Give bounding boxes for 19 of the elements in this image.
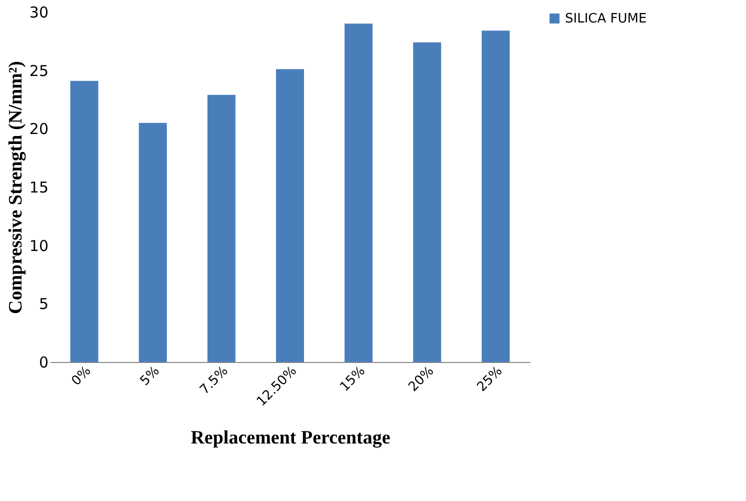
x-tick-label: 0% [68,364,94,389]
x-axis-title: Replacement Percentage [190,428,390,449]
x-tick-label: 5% [138,364,163,389]
legend-label: SILICA FUME [565,12,647,26]
bar [276,69,304,362]
y-tick-label: 15 [29,178,48,196]
y-tick-label: 20 [29,120,48,138]
y-tick-label: 30 [29,4,48,22]
bar [207,94,236,362]
bar [138,122,167,362]
y-tick-label: 0 [38,354,48,372]
y-tick-label: 25 [29,62,48,80]
bar [344,24,373,362]
y-axis-title: Compressive Strength (N/mm²) [5,60,26,314]
bar [482,30,510,362]
y-tick-label: 10 [29,236,48,255]
bar [70,80,98,362]
y-tick-label: 5 [38,295,48,314]
bar [413,42,442,362]
